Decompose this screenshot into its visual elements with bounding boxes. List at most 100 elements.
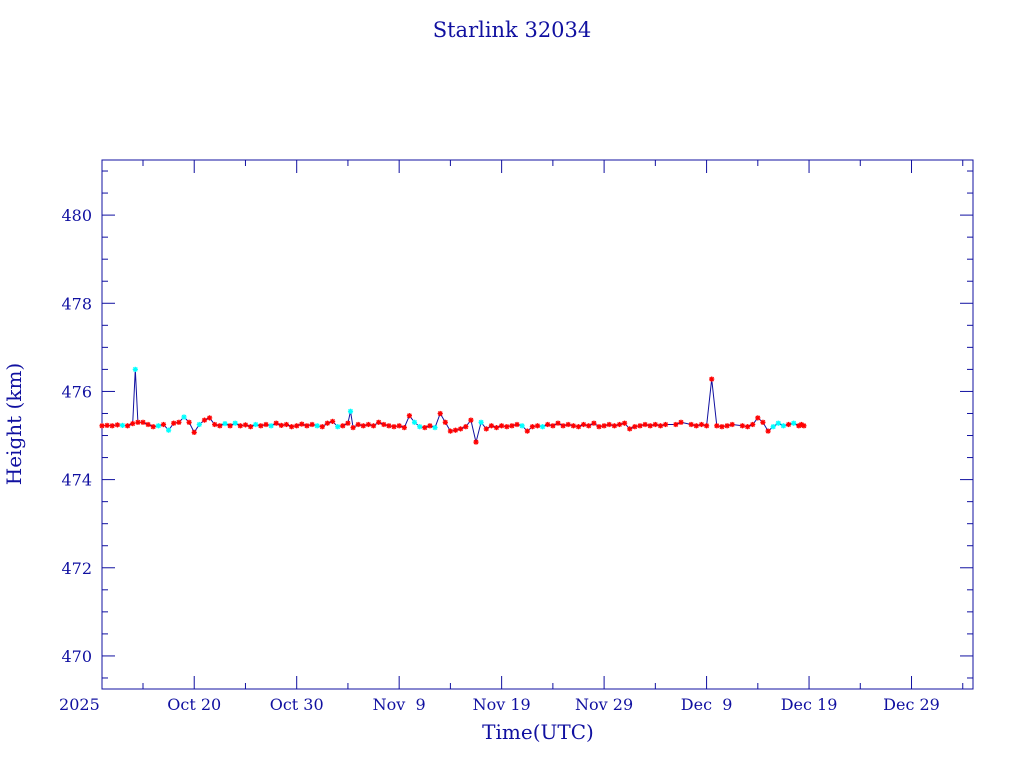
data-point-stroke xyxy=(273,420,279,426)
data-point-stroke xyxy=(714,423,720,429)
data-point xyxy=(227,423,233,429)
data-point xyxy=(703,423,710,429)
data-point-stroke xyxy=(417,424,423,430)
data-point-stroke xyxy=(801,423,807,429)
data-point-stroke xyxy=(760,419,766,425)
data-point xyxy=(401,425,407,431)
data-point xyxy=(186,419,192,425)
data-point-stroke xyxy=(596,424,602,430)
x-tick-label: Dec 9 xyxy=(681,695,733,714)
data-point xyxy=(539,424,546,430)
data-point xyxy=(550,423,556,429)
data-point-stroke xyxy=(304,423,310,429)
data-point-stroke xyxy=(283,422,289,427)
data-point xyxy=(196,421,202,428)
data-point xyxy=(232,420,238,426)
data-point xyxy=(263,421,269,428)
data-point-stroke xyxy=(145,422,151,427)
data-point xyxy=(688,421,694,428)
data-point-stroke xyxy=(253,422,259,427)
data-point-stroke xyxy=(570,423,576,429)
data-point xyxy=(493,425,500,431)
data-point xyxy=(693,423,699,429)
data-point-stroke xyxy=(591,420,597,426)
data-point xyxy=(478,419,484,425)
data-point-stroke xyxy=(150,424,156,430)
data-point xyxy=(621,420,628,426)
y-tick-label: 476 xyxy=(61,382,92,401)
data-point-stroke xyxy=(499,423,505,429)
data-point xyxy=(473,439,479,445)
data-point-stroke xyxy=(468,417,474,423)
data-point-stroke xyxy=(371,423,376,429)
data-point xyxy=(212,421,218,428)
data-point-stroke xyxy=(535,423,540,429)
chart-title: Starlink 32034 xyxy=(433,18,592,42)
data-point-stroke xyxy=(775,420,781,426)
data-point-stroke xyxy=(770,424,776,430)
data-point-stroke xyxy=(406,413,412,419)
data-point xyxy=(647,423,653,429)
data-point xyxy=(268,423,274,429)
data-point xyxy=(345,420,351,426)
data-point-stroke xyxy=(447,428,453,434)
data-point xyxy=(437,410,443,417)
data-point-stroke xyxy=(765,428,771,434)
data-point xyxy=(309,421,315,428)
data-point-stroke xyxy=(576,424,581,430)
data-point xyxy=(104,422,110,428)
data-point xyxy=(347,408,354,414)
data-point-stroke xyxy=(627,426,633,432)
data-point xyxy=(652,421,658,428)
data-point-stroke xyxy=(611,423,617,429)
data-point-stroke xyxy=(688,422,694,427)
data-point-stroke xyxy=(791,420,797,426)
data-point xyxy=(119,422,126,428)
x-tick-label: Oct 20 xyxy=(167,695,221,714)
data-point xyxy=(442,419,448,425)
data-point xyxy=(360,423,366,429)
data-point xyxy=(560,423,566,429)
data-point-stroke xyxy=(798,422,804,427)
data-point xyxy=(171,420,177,426)
y-tick-labels: 470 472 474 476 478 480 xyxy=(61,206,92,666)
data-point-stroke xyxy=(161,422,166,427)
data-point xyxy=(565,421,571,428)
data-point-stroke xyxy=(263,422,269,427)
data-point-stroke xyxy=(350,425,356,431)
data-point-stroke xyxy=(555,420,561,426)
data-point xyxy=(140,419,146,425)
data-point-stroke xyxy=(202,417,207,423)
data-point xyxy=(376,419,382,425)
data-point xyxy=(509,423,515,429)
data-point xyxy=(386,423,392,429)
data-point xyxy=(124,423,131,429)
data-point-stroke xyxy=(176,419,182,425)
data-point-stroke xyxy=(652,422,658,427)
data-point-stroke xyxy=(155,423,161,429)
data-point xyxy=(109,423,115,429)
data-point xyxy=(601,423,607,429)
data-point-stroke xyxy=(289,424,295,430)
y-tick-label: 478 xyxy=(61,294,92,313)
data-point xyxy=(637,423,643,429)
data-point-stroke xyxy=(693,423,699,429)
data-point xyxy=(355,421,361,428)
data-point-stroke xyxy=(104,422,110,428)
data-point-stroke xyxy=(550,423,556,429)
data-point-stroke xyxy=(278,422,284,428)
data-point xyxy=(463,424,469,430)
data-point-stroke xyxy=(442,419,448,425)
data-point xyxy=(570,423,577,429)
data-point xyxy=(575,424,582,430)
data-point xyxy=(319,424,325,430)
data-point-stroke xyxy=(243,422,248,428)
data-point-stroke xyxy=(453,427,458,433)
data-point xyxy=(744,424,751,430)
data-point-stroke xyxy=(473,439,479,445)
data-point xyxy=(130,421,136,427)
data-point-stroke xyxy=(114,422,120,428)
data-point-stroke xyxy=(545,422,551,427)
data-point-stroke xyxy=(109,423,115,429)
x-tick-label: Dec 19 xyxy=(781,695,838,714)
